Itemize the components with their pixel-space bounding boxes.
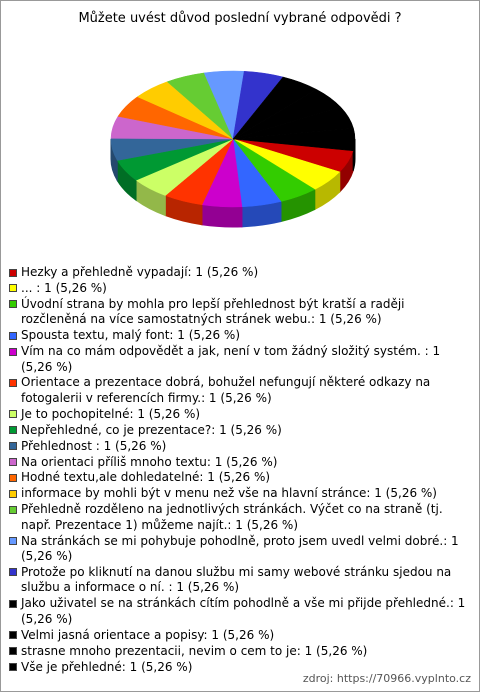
legend-swatch (9, 268, 17, 277)
legend-label: Přehlednost : 1 (5,26 %) (21, 438, 167, 453)
legend-label: Úvodní strana by mohla pro lepší přehled… (21, 296, 405, 327)
legend-swatch (9, 568, 17, 577)
legend-label: Je to pochopitelné: 1 (5,26 %) (21, 406, 201, 421)
legend-item: Hezky a přehledně vypadají: 1 (5,26 %) (9, 265, 471, 281)
legend-item: Úvodní strana by mohla pro lepší přehled… (9, 297, 471, 328)
legend-item: Spousta textu, malý font: 1 (5,26 %) (9, 328, 471, 344)
legend-swatch (9, 410, 17, 419)
legend-item: Protože po kliknutí na danou službu mi s… (9, 565, 471, 596)
legend-swatch (9, 647, 17, 656)
legend-item: Nepřehledné, co je prezentace?: 1 (5,26 … (9, 423, 471, 439)
legend-item: Vím na co mám odpovědět a jak, není v to… (9, 344, 471, 375)
legend-swatch (9, 331, 17, 340)
legend-label: Nepřehledné, co je prezentace?: 1 (5,26 … (21, 422, 282, 437)
legend-label: ... : 1 (5,26 %) (21, 280, 107, 295)
legend-item: ... : 1 (5,26 %) (9, 281, 471, 297)
legend-item: strasne mnoho prezentacii, nevim o cem t… (9, 644, 471, 660)
legend-item: Přehlednost : 1 (5,26 %) (9, 439, 471, 455)
legend-swatch (9, 631, 17, 640)
legend-item: Hodné textu,ale dohledatelné: 1 (5,26 %) (9, 470, 471, 486)
legend-label: Hezky a přehledně vypadají: 1 (5,26 %) (21, 265, 259, 279)
pie-tops (110, 70, 356, 208)
legend-item: informace by mohli být v menu než vše na… (9, 486, 471, 502)
legend-label: Přehledně rozděleno na jednotlivých strá… (21, 502, 443, 532)
legend-label: Hodné textu,ale dohledatelné: 1 (5,26 %) (21, 470, 271, 485)
legend-item: Přehledně rozděleno na jednotlivých strá… (9, 502, 471, 533)
legend-swatch (9, 300, 17, 309)
pie-chart (110, 70, 356, 228)
legend-swatch (9, 599, 17, 608)
legend-item: Je to pochopitelné: 1 (5,26 %) (9, 407, 471, 423)
legend-label: Spousta textu, malý font: 1 (5,26 %) (21, 328, 240, 343)
legend-item: Velmi jasná orientace a popisy: 1 (5,26 … (9, 628, 471, 644)
legend-swatch (9, 663, 17, 672)
legend-swatch (9, 489, 17, 498)
legend-label: Velmi jasná orientace a popisy: 1 (5,26 … (21, 627, 275, 642)
legend-swatch (9, 505, 17, 514)
legend-item: Na orientaci příliš mnoho textu: 1 (5,26… (9, 455, 471, 471)
legend-item: Na stránkách se mi pohybuje pohodlně, pr… (9, 534, 471, 565)
legend: Hezky a přehledně vypadají: 1 (5,26 %)..… (9, 265, 471, 675)
legend-swatch (9, 378, 17, 387)
pie-slice (232, 128, 356, 152)
legend-label: Na stránkách se mi pohybuje pohodlně, pr… (21, 533, 459, 564)
pie-slice-side (201, 204, 243, 228)
legend-swatch (9, 473, 17, 482)
legend-label: Vím na co mám odpovědět a jak, není v to… (21, 344, 441, 374)
legend-item: Vše je přehledné: 1 (5,26 %) (9, 660, 471, 676)
legend-label: strasne mnoho prezentacii, nevim o cem t… (21, 643, 368, 658)
legend-label: informace by mohli být v menu než vše na… (21, 486, 437, 501)
legend-swatch (9, 458, 17, 467)
legend-swatch (9, 537, 17, 546)
source: zdroj: https://70966.vyplnto.cz (302, 672, 471, 685)
legend-label: Vše je přehledné: 1 (5,26 %) (21, 659, 193, 674)
chart-title: Můžete uvést důvod poslední vybrané odpo… (78, 11, 402, 26)
legend-label: Orientace a prezentace dobrá, bohužel ne… (21, 375, 431, 405)
legend-item: Jako uživatel se na stránkách cítím poho… (9, 596, 471, 627)
legend-swatch (9, 284, 17, 293)
legend-item: Orientace a prezentace dobrá, bohužel ne… (9, 375, 471, 406)
legend-swatch (9, 347, 17, 356)
legend-swatch (9, 426, 17, 435)
legend-label: Protože po kliknutí na danou službu mi s… (21, 564, 452, 595)
legend-label: Na orientaci příliš mnoho textu: 1 (5,26… (21, 454, 278, 469)
legend-swatch (9, 442, 17, 451)
legend-label: Jako uživatel se na stránkách cítím poho… (21, 596, 466, 626)
